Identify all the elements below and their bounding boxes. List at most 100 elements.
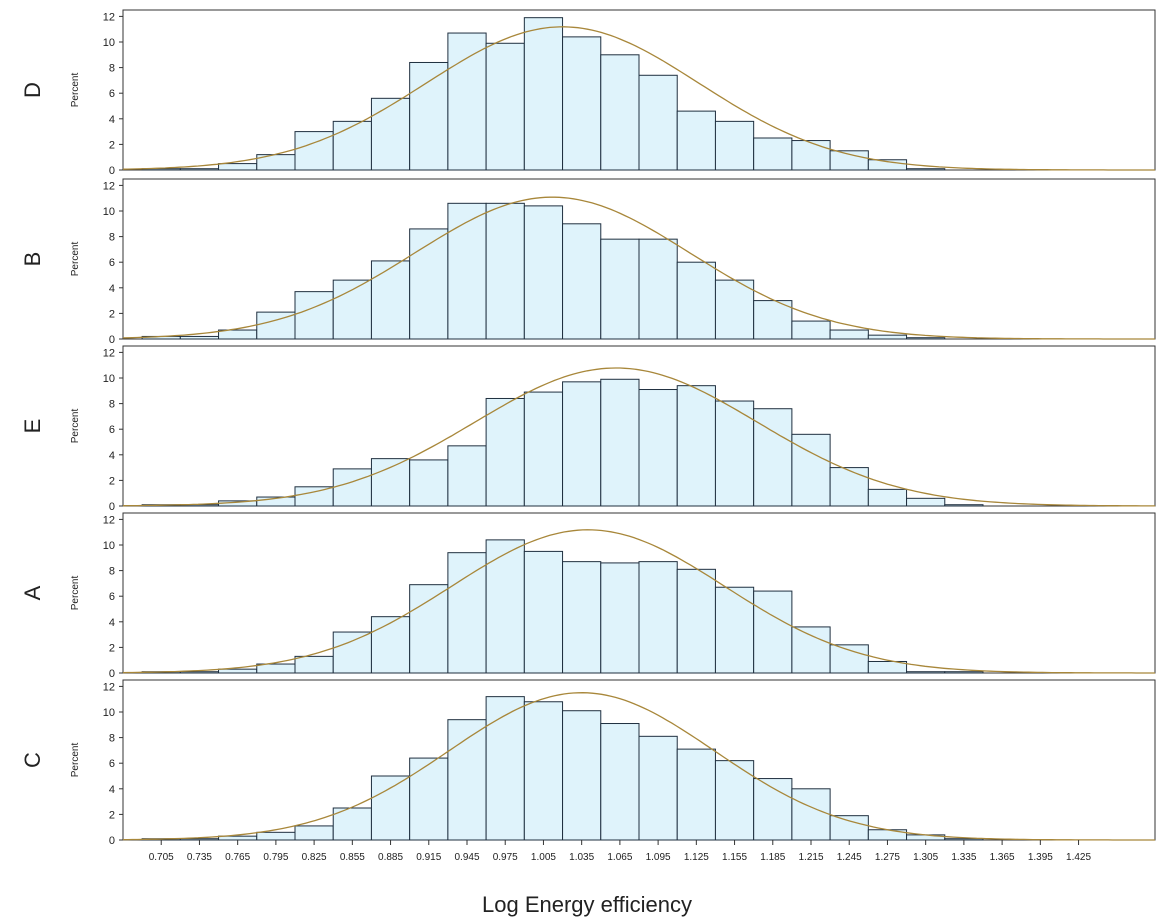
panel-label: E (20, 419, 45, 434)
histogram-bar (447, 719, 487, 841)
histogram-bar (791, 140, 831, 171)
histogram-bar (676, 261, 716, 340)
x-tick-label: 1.215 (798, 852, 823, 863)
y-tick-label: 6 (109, 88, 115, 100)
histogram-bar (294, 825, 334, 841)
histogram-bar (753, 137, 793, 171)
y-tick-label: 0 (109, 501, 115, 513)
histogram-bar (867, 334, 908, 340)
histogram-bar (294, 486, 334, 507)
x-tick-label: 1.245 (837, 852, 862, 863)
x-tick-label: 0.855 (340, 852, 365, 863)
histogram-bar (523, 17, 564, 171)
histogram-bar (714, 400, 755, 507)
y-tick-label: 10 (103, 707, 115, 719)
histogram-bar (332, 120, 372, 171)
histogram-bar (829, 644, 869, 674)
histogram-bar (753, 300, 793, 340)
histogram-bar (485, 539, 525, 674)
y-tick-label: 2 (109, 139, 115, 151)
histogram-bar (753, 778, 793, 841)
x-tick-label: 1.185 (760, 852, 785, 863)
y-tick-label: 12 (103, 180, 115, 192)
panel-label: C (20, 752, 45, 768)
normal-density-curve (122, 196, 1155, 340)
histogram-bar (523, 391, 564, 507)
x-tick-label: 1.155 (722, 852, 747, 863)
histogram-bar (791, 320, 831, 340)
histogram-bar (370, 775, 411, 841)
histogram-bar (562, 36, 602, 171)
histogram-bar (600, 238, 640, 340)
panel-label: B (20, 252, 45, 267)
y-tick-label: 0 (109, 334, 115, 346)
histogram-bar (447, 552, 487, 674)
panel-c: 0 2 4 6 8 10 12 Percent C (20, 679, 1156, 847)
y-tick-label: 12 (103, 347, 115, 359)
x-tick-label: 0.885 (378, 852, 403, 863)
y-tick-label: 0 (109, 835, 115, 847)
y-axis-label: Percent (70, 242, 81, 277)
histogram-bar (600, 54, 640, 171)
histogram-bar (676, 568, 716, 674)
histogram-bar (447, 32, 487, 171)
histogram-bar (867, 159, 908, 171)
normal-density-curve (122, 367, 1155, 507)
histogram-bar (294, 655, 334, 674)
histogram-bar (944, 504, 984, 507)
y-tick-label: 4 (109, 450, 115, 462)
y-tick-label: 2 (109, 809, 115, 821)
histogram-bar (867, 660, 908, 674)
histogram-bar (294, 291, 334, 340)
y-tick-label: 6 (109, 424, 115, 436)
histogram-bar (409, 584, 449, 674)
histogram-bar (409, 757, 449, 841)
x-tick-label: 1.395 (1028, 852, 1053, 863)
histogram-bar (179, 168, 220, 171)
histogram-bar (485, 397, 525, 507)
x-tick-label: 1.035 (569, 852, 594, 863)
histogram-bar (523, 205, 564, 340)
histogram-bar (562, 223, 602, 340)
y-tick-label: 8 (109, 63, 115, 75)
normal-density-curve (123, 692, 1155, 841)
x-tick-label: 1.005 (531, 852, 556, 863)
histogram-bar (370, 97, 411, 171)
histogram-bar (485, 202, 525, 340)
histogram-bar (906, 497, 946, 507)
x-axis-label: Log Energy efficiency (482, 892, 692, 917)
x-tick-label: 1.125 (684, 852, 709, 863)
histogram-bar (600, 378, 640, 507)
x-tick-label: 0.705 (149, 852, 174, 863)
x-axis: 0.705 0.735 0.765 0.795 0.825 0.855 0.885 0.915… (149, 840, 1092, 863)
x-tick-label: 0.765 (225, 852, 250, 863)
y-axis-label: Percent (70, 576, 81, 611)
y-tick-label: 8 (109, 733, 115, 745)
y-tick-label: 12 (103, 11, 115, 23)
y-tick-label: 6 (109, 257, 115, 269)
y-tick-label: 2 (109, 475, 115, 487)
histogram-bar (714, 760, 755, 841)
histogram-bar (523, 701, 564, 841)
histogram-bar (714, 586, 755, 674)
histogram-bar (638, 74, 678, 171)
histogram-bar (791, 788, 831, 841)
histogram-bar (256, 831, 296, 841)
x-tick-label: 0.735 (187, 852, 212, 863)
y-tick-label: 10 (103, 206, 115, 218)
histogram-bar (600, 723, 640, 841)
histogram-bar (906, 168, 946, 171)
x-tick-label: 0.975 (493, 852, 518, 863)
histogram-bar (676, 748, 716, 841)
histogram-bar (906, 337, 946, 340)
y-tick-label: 4 (109, 114, 115, 126)
histogram-bar (409, 459, 449, 507)
histogram-bar (179, 335, 220, 340)
y-tick-label: 0 (109, 668, 115, 680)
panel-a: 0 2 4 6 8 10 12 Percent A (20, 512, 1156, 680)
y-tick-label: 10 (103, 540, 115, 552)
histogram-panels: 0 2 4 6 8 10 12 Percent D 0 2 4 6 8 10 12 Percent B 0 2 4 6 8 1… (20, 9, 1156, 847)
histogram-bar (447, 445, 487, 507)
y-tick-label: 8 (109, 566, 115, 578)
